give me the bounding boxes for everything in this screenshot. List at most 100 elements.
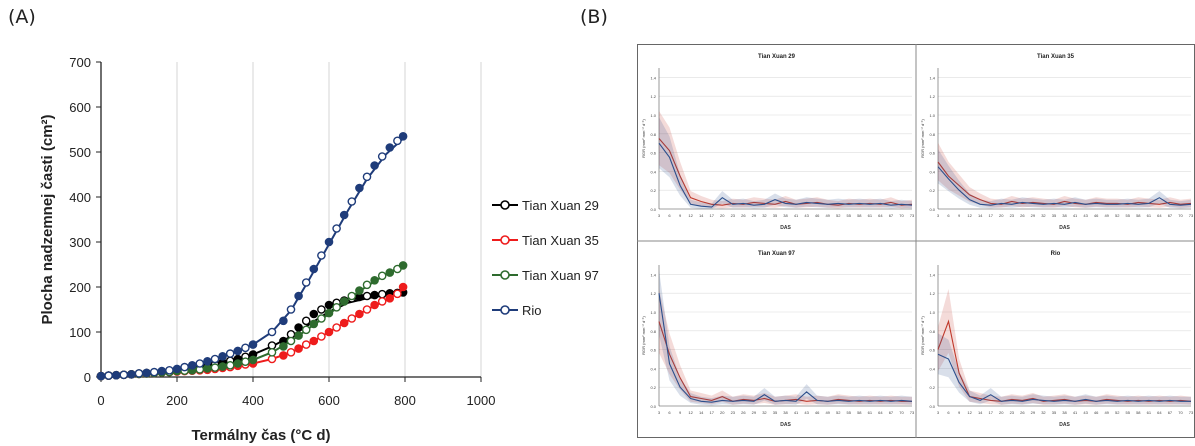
data-point xyxy=(362,280,372,290)
x-tick-label: 23 xyxy=(1010,410,1015,415)
data-point xyxy=(294,331,303,340)
y-tick-label: 1.0 xyxy=(929,310,935,315)
y-tick-label: 0.6 xyxy=(650,348,656,353)
x-tick-label: 23 xyxy=(1010,213,1015,218)
x-tick-label: 52 xyxy=(836,410,841,415)
x-tick-label: 70 xyxy=(899,213,904,218)
x-tick-label: 3 xyxy=(937,213,940,218)
rgr-subplot: Rio 0.0 0.2 0.4 0.6 0.8 1.0 1.2 1.4 3 6 9 12 14 17 20 23… xyxy=(920,251,1194,428)
x-axis-title: DAS xyxy=(1059,225,1070,231)
x-tick-label: 12 xyxy=(688,213,693,218)
x-tick-label: 46 xyxy=(815,410,820,415)
data-point xyxy=(301,278,311,287)
data-point xyxy=(203,364,212,373)
data-point xyxy=(309,309,319,319)
x-tick-label: 12 xyxy=(967,410,972,415)
data-point xyxy=(149,367,159,377)
rgr-subplot: Tian Xuan 97 0.0 0.2 0.4 0.6 0.8 1.0 1.2 1.4 3 6 9 1… xyxy=(641,251,915,428)
data-point xyxy=(294,323,303,332)
data-point xyxy=(324,327,334,337)
legend-marker xyxy=(500,200,510,210)
rgr-panel-grid: Tian Xuan 29 0.0 0.2 0.4 0.6 0.8 1.0 1.2 1.4 3 6 9 1… xyxy=(637,44,1195,438)
x-tick-label: 55 xyxy=(1126,213,1131,218)
data-point xyxy=(210,354,220,364)
x-tick-label: 46 xyxy=(1094,410,1099,415)
data-point xyxy=(111,370,121,380)
x-tick-label: 52 xyxy=(1115,213,1120,218)
data-point xyxy=(362,291,372,301)
data-point xyxy=(309,264,319,274)
x-tick-label: 14 xyxy=(978,410,983,415)
data-point xyxy=(225,349,235,358)
data-point xyxy=(309,319,319,329)
x-tick-label: 55 xyxy=(847,213,852,218)
subplot-title: Tian Xuan 97 xyxy=(758,251,796,257)
y-tick-label: 1.4 xyxy=(929,272,935,277)
data-point xyxy=(324,308,334,318)
y-tick-label: 0.8 xyxy=(929,329,935,334)
x-tick-label: 6 xyxy=(947,213,950,218)
y-tick-label: 1.2 xyxy=(929,291,935,296)
series-line xyxy=(658,142,913,208)
y-tick-label: 600 xyxy=(69,100,91,115)
data-point xyxy=(241,343,250,353)
x-tick-label: 23 xyxy=(731,410,736,415)
data-point xyxy=(355,286,364,295)
x-tick-label: 73 xyxy=(910,213,915,218)
x-tick-label: 61 xyxy=(868,213,873,218)
series-band xyxy=(659,289,912,405)
y-axis-title: RGR (mm² mm⁻² d⁻¹) xyxy=(920,119,925,158)
data-point xyxy=(385,143,395,152)
x-tick-label: 70 xyxy=(899,410,904,415)
series-band xyxy=(659,117,912,209)
x-tick-label: 12 xyxy=(967,213,972,218)
y-tick-label: 0.2 xyxy=(929,188,935,193)
data-point xyxy=(172,364,182,374)
data-point xyxy=(324,300,334,310)
x-axis-title: Termálny čas (°C d) xyxy=(191,427,330,444)
data-point xyxy=(119,370,129,380)
data-point xyxy=(332,224,341,233)
series-line xyxy=(937,353,1191,402)
x-tick-label: 61 xyxy=(1147,410,1152,415)
x-tick-label: 35 xyxy=(773,410,778,415)
data-point xyxy=(332,323,341,332)
data-point xyxy=(339,297,349,306)
data-point xyxy=(347,314,357,323)
legend-label: Tian Xuan 97 xyxy=(522,268,599,283)
y-tick-label: 500 xyxy=(69,145,91,160)
x-tick-label: 32 xyxy=(762,213,767,218)
subplot-title: Rio xyxy=(1051,251,1061,257)
data-point xyxy=(104,371,113,380)
y-tick-label: 0.0 xyxy=(650,404,656,409)
data-point xyxy=(362,305,372,314)
data-point xyxy=(385,293,395,303)
data-point xyxy=(218,362,227,371)
series-band xyxy=(938,333,1191,405)
x-tick-label: 67 xyxy=(889,213,894,218)
x-tick-label: 41 xyxy=(1073,410,1078,415)
y-tick-label: 0.4 xyxy=(650,366,656,371)
data-point xyxy=(309,336,319,346)
x-tick-label: 35 xyxy=(773,213,778,218)
x-tick-label: 49 xyxy=(825,213,830,218)
x-tick-label: 32 xyxy=(1041,410,1046,415)
x-tick-label: 3 xyxy=(658,213,661,218)
data-point xyxy=(301,340,311,349)
x-tick-label: 20 xyxy=(720,410,725,415)
series-line xyxy=(937,319,1192,402)
x-tick-label: 67 xyxy=(889,410,894,415)
x-tick-label: 58 xyxy=(857,410,862,415)
data-point xyxy=(362,172,372,182)
x-tick-label: 17 xyxy=(988,213,993,218)
x-tick-label: 9 xyxy=(958,410,961,415)
x-tick-label: 70 xyxy=(1178,213,1183,218)
data-point xyxy=(96,371,106,381)
x-tick-label: 61 xyxy=(868,410,873,415)
x-tick-label: 6 xyxy=(668,213,671,218)
scatter-chart-a: 0 100 200 300 400 500 600 700 0 200 400 600 800 1000 T… xyxy=(39,55,599,444)
legend-marker xyxy=(500,270,510,280)
panel-label-b: (B) xyxy=(580,6,608,28)
y-tick-label: 0.6 xyxy=(929,348,935,353)
x-tick-label: 70 xyxy=(1178,410,1183,415)
